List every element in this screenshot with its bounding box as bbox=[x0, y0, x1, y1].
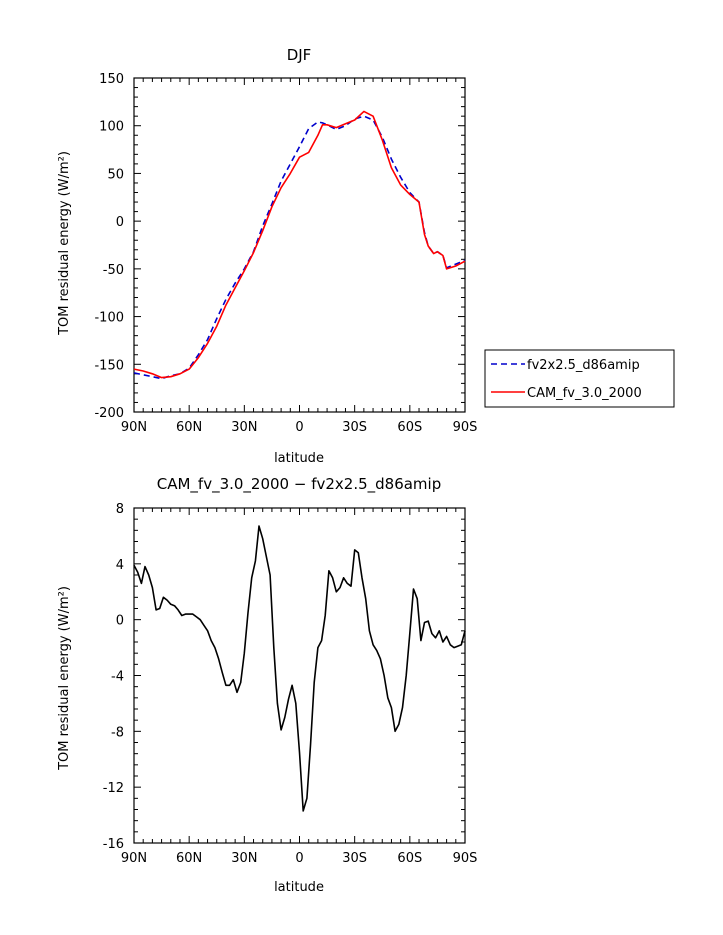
top-y-tick-label: -200 bbox=[94, 406, 124, 421]
bottom-y-axis-label: TOM residual energy (W/m²) bbox=[57, 586, 72, 771]
top-series-line-fv2x2-5-d86amip bbox=[133, 115, 466, 380]
bottom-x-tick-label: 60S bbox=[397, 851, 422, 866]
bottom-y-tick-label: 8 bbox=[116, 502, 124, 517]
top-y-tick-label: 150 bbox=[99, 72, 124, 87]
legend-label-cam: CAM_fv_3.0_2000 bbox=[527, 386, 642, 401]
bottom-panel: CAM_fv_3.0_2000 − fv2x2.5_d86amip 90N 60N… bbox=[57, 475, 477, 895]
top-y-tick-label: -100 bbox=[94, 311, 124, 326]
legend-label-fv2x2.5: fv2x2.5_d86amip bbox=[527, 358, 640, 373]
bottom-y-tick-label: 4 bbox=[116, 558, 124, 573]
top-y-axis-label: TOM residual energy (W/m²) bbox=[57, 151, 72, 336]
bottom-x-tick-label: 60N bbox=[176, 851, 202, 866]
top-x-tick-label: 60S bbox=[397, 420, 422, 435]
bottom-axes: 90N 60N 30N 0 30S 60S 90S 8 4 0 -4 -8 -12 -16 bbox=[103, 502, 478, 866]
bottom-y-tick-label: -8 bbox=[111, 725, 124, 740]
top-panel: DJF 90N 60N 30N 0 30S 60S 90S 150 100 50 0 -50 -100 -… bbox=[57, 46, 675, 466]
top-y-tick-label: -150 bbox=[94, 358, 124, 373]
top-x-tick-label: 90N bbox=[121, 420, 147, 435]
top-chart-title: DJF bbox=[287, 46, 312, 64]
top-x-tick-label: 30S bbox=[342, 420, 367, 435]
bottom-y-tick-label: -12 bbox=[103, 781, 124, 796]
legend-box bbox=[484, 349, 675, 408]
bottom-y-tick-label: -16 bbox=[103, 837, 124, 852]
bottom-x-tick-label: 90S bbox=[453, 851, 478, 866]
top-x-tick-label: 90S bbox=[453, 420, 478, 435]
top-x-tick-label: 60N bbox=[176, 420, 202, 435]
bottom-plot-frame bbox=[133, 507, 466, 844]
bottom-series-group bbox=[133, 525, 466, 812]
bottom-x-tick-label: 90N bbox=[121, 851, 147, 866]
bottom-x-axis-label: latitude bbox=[274, 880, 324, 895]
top-axes: 90N 60N 30N 0 30S 60S 90S 150 100 50 0 -50 -100 -150 -… bbox=[94, 72, 477, 435]
bottom-x-tick-label: 0 bbox=[295, 851, 303, 866]
top-plot-frame bbox=[133, 77, 466, 413]
top-y-tick-label: 0 bbox=[116, 215, 124, 230]
top-x-tick-label: 30N bbox=[231, 420, 257, 435]
top-series-group bbox=[133, 110, 466, 380]
top-legend: fv2x2.5_d86amip CAM_fv_3.0_2000 bbox=[484, 349, 675, 408]
top-y-tick-label: 100 bbox=[99, 120, 124, 135]
bottom-x-tick-label: 30S bbox=[342, 851, 367, 866]
bottom-x-tick-label: 30N bbox=[231, 851, 257, 866]
bottom-series-line-difference bbox=[133, 525, 466, 812]
bottom-chart-title: CAM_fv_3.0_2000 − fv2x2.5_d86amip bbox=[157, 475, 442, 494]
bottom-y-tick-label: -4 bbox=[111, 670, 124, 685]
bottom-y-tick-label: 0 bbox=[116, 614, 124, 629]
top-y-tick-label: -50 bbox=[103, 263, 124, 278]
top-x-tick-label: 0 bbox=[295, 420, 303, 435]
top-y-tick-label: 50 bbox=[107, 167, 124, 182]
top-x-axis-label: latitude bbox=[274, 451, 324, 466]
top-series-line-cam-fv-3-0-2000 bbox=[133, 110, 466, 379]
